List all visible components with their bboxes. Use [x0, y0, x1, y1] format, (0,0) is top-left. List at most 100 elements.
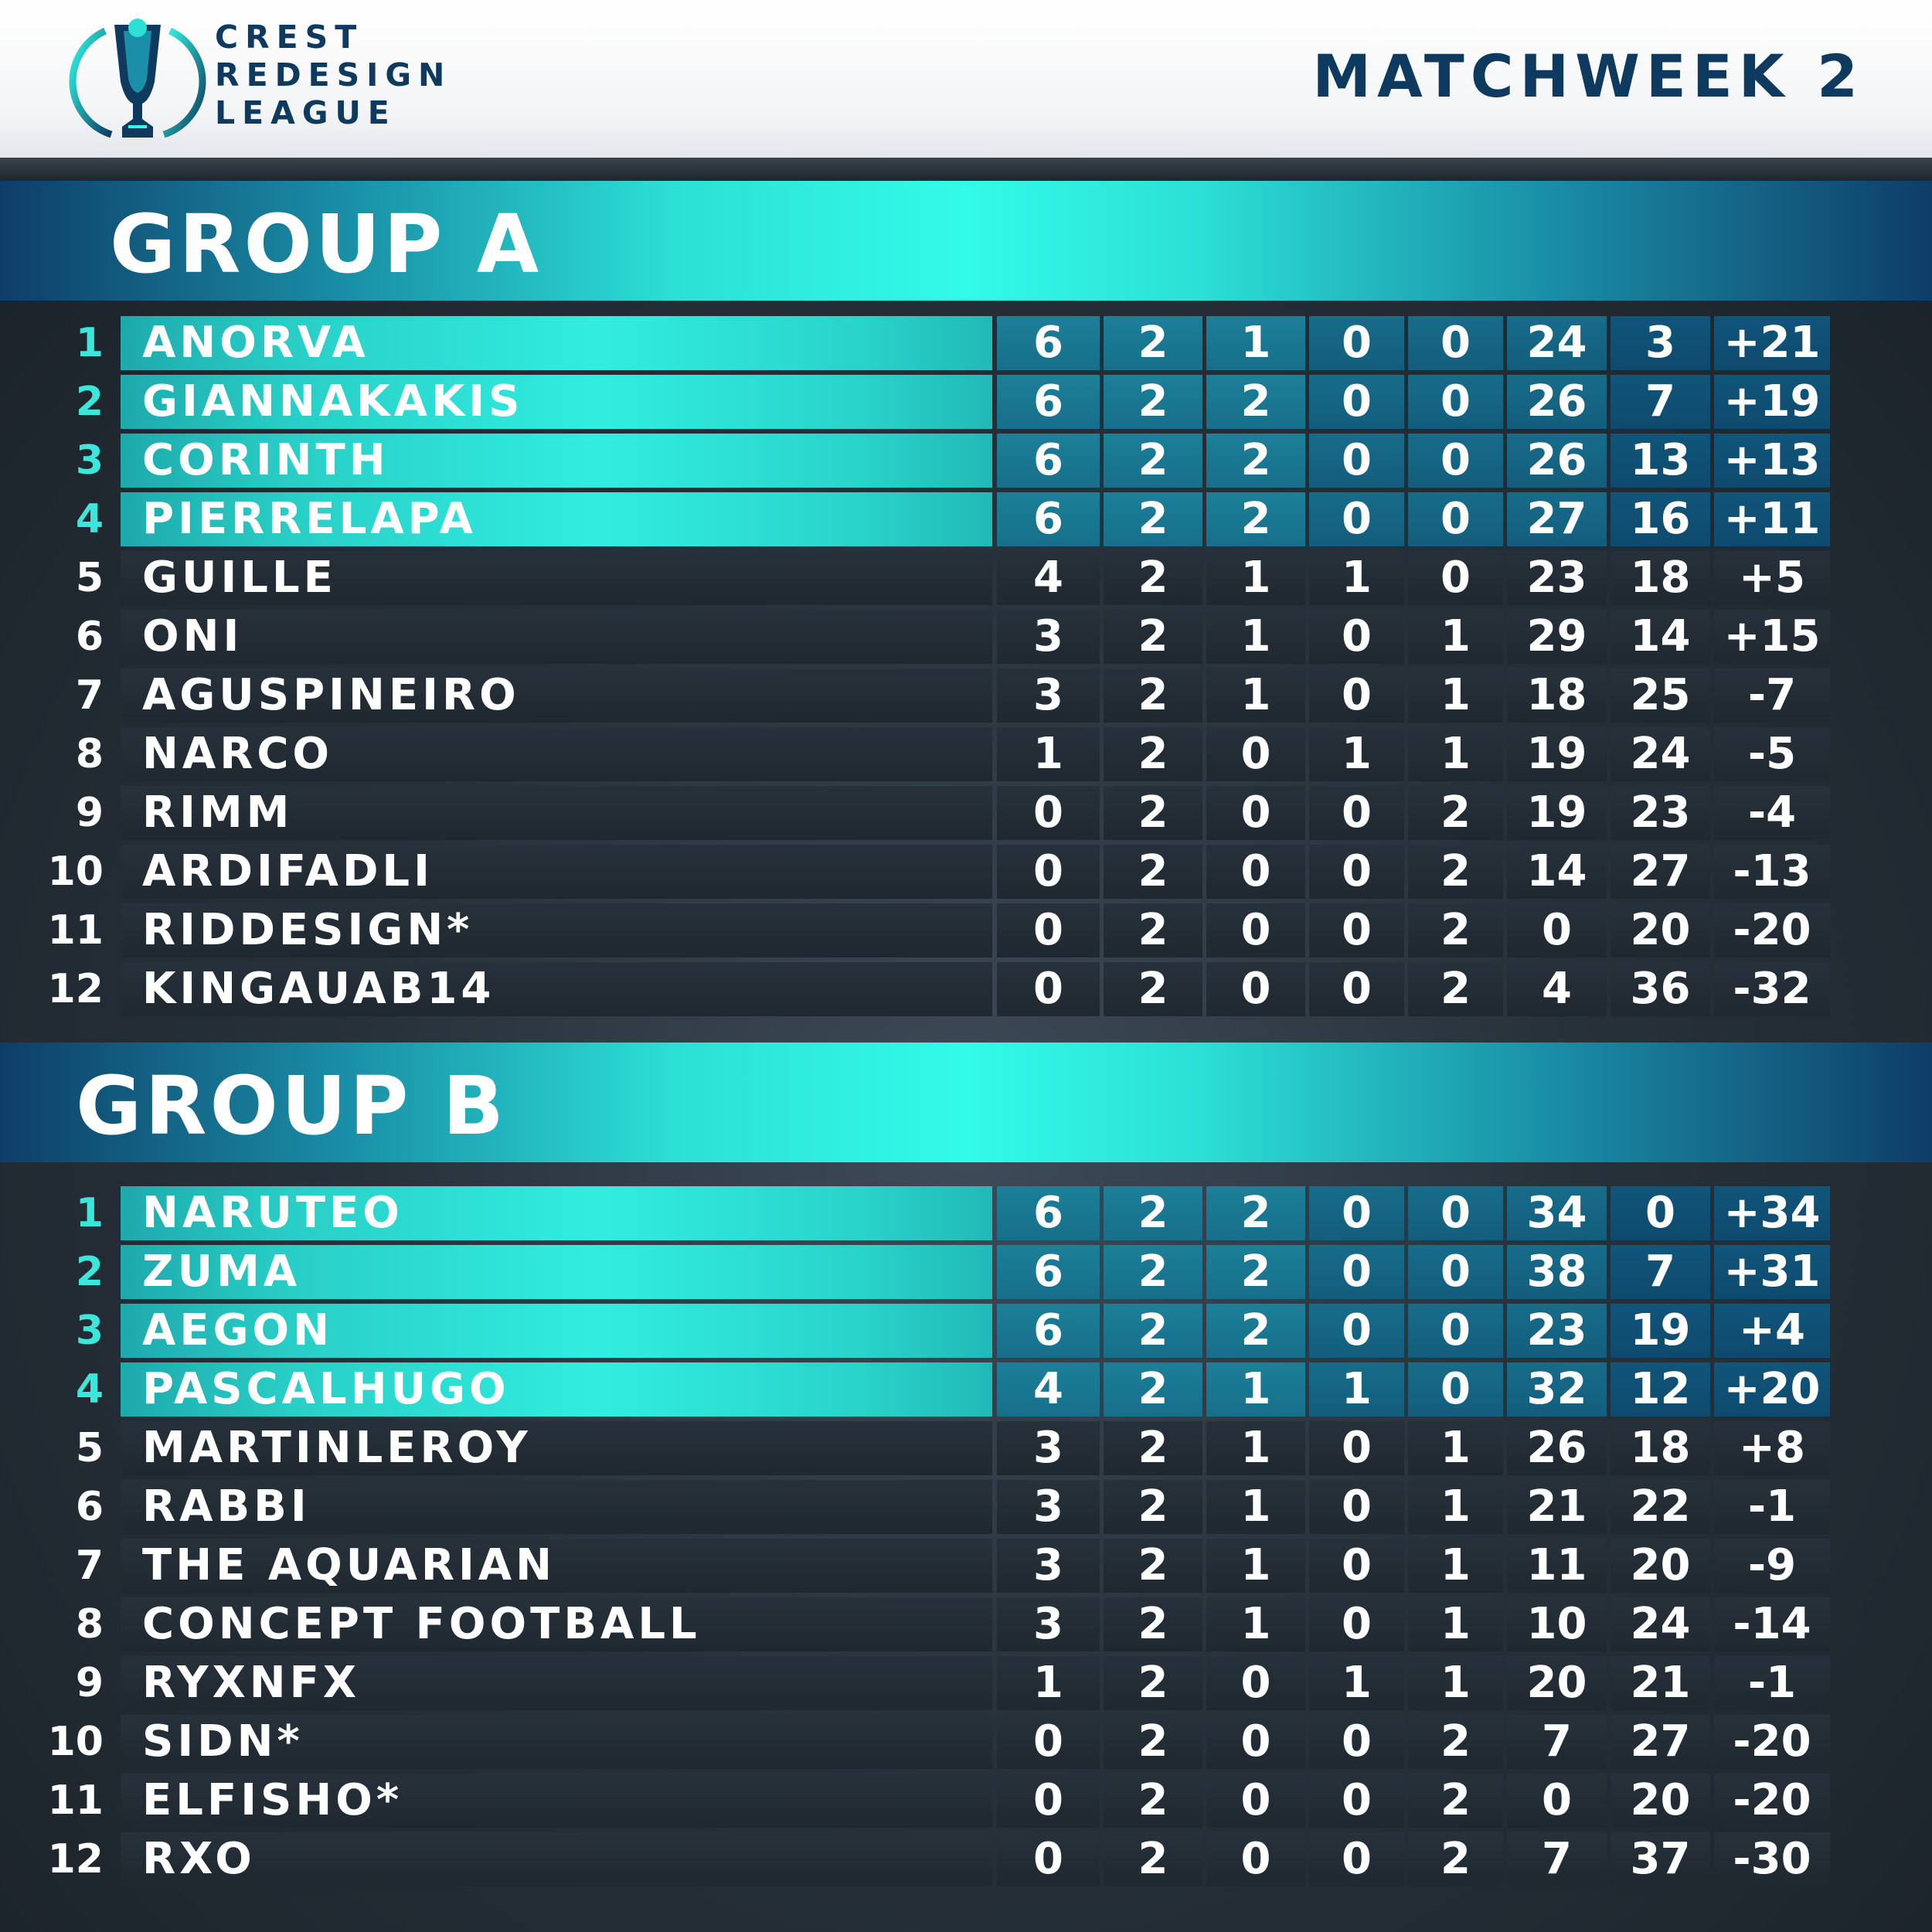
played-cell: 2: [1104, 316, 1202, 370]
logo-line: LEAGUE: [215, 94, 396, 131]
team-name-cell: CORINTH: [121, 434, 992, 488]
goal-difference-cell: -14: [1714, 1597, 1830, 1651]
won-cell: 1: [1206, 1480, 1305, 1534]
table-row: 11 RIDDESIGN* 0 2 0 0 2 0 20 -20: [0, 903, 1932, 958]
team-name-cell: THE AQUARIAN: [121, 1539, 992, 1593]
won-cell: 1: [1206, 1362, 1305, 1417]
drawn-cell: 0: [1309, 786, 1404, 840]
goals-for-cell: 14: [1507, 845, 1607, 899]
goals-for-cell: 38: [1507, 1245, 1607, 1299]
team-name-cell: PASCALHUGO: [121, 1362, 992, 1417]
points-cell: 0: [997, 962, 1100, 1016]
position-number: 5: [75, 1425, 104, 1471]
points-cell: 4: [997, 551, 1100, 605]
goals-against-cell: 24: [1611, 1597, 1710, 1651]
drawn-cell: 0: [1309, 1597, 1404, 1651]
lost-cell: 0: [1408, 1362, 1503, 1417]
position-number: 10: [47, 1719, 104, 1765]
table-row: 11 ELFISHO* 0 2 0 0 2 0 20 -20: [0, 1773, 1932, 1828]
goal-difference-cell: -9: [1714, 1539, 1830, 1593]
won-cell: 0: [1206, 845, 1305, 899]
team-name-cell: ELFISHO*: [121, 1774, 992, 1828]
goal-difference-cell: +8: [1714, 1421, 1830, 1475]
drawn-cell: 1: [1309, 1656, 1404, 1710]
won-cell: 1: [1206, 1539, 1305, 1593]
goals-against-cell: 0: [1611, 1186, 1710, 1240]
team-name-cell: ANORVA: [121, 316, 992, 370]
team-name: SIDN*: [142, 1716, 304, 1767]
table-row: 10 ARDIFADLI 0 2 0 0 2 14 27 -13: [0, 844, 1932, 900]
points-cell: 0: [997, 1774, 1100, 1828]
goal-difference-cell: -1: [1714, 1480, 1830, 1534]
won-cell: 0: [1206, 962, 1305, 1016]
lost-cell: 0: [1408, 1186, 1503, 1240]
won-cell: 0: [1206, 786, 1305, 840]
points-cell: 3: [997, 1480, 1100, 1534]
position-number: 7: [75, 672, 104, 719]
won-cell: 2: [1206, 1304, 1305, 1358]
lost-cell: 0: [1408, 1304, 1503, 1358]
lost-cell: 2: [1408, 845, 1503, 899]
lost-cell: 2: [1408, 786, 1503, 840]
goals-for-cell: 0: [1507, 1774, 1607, 1828]
team-name-cell: NARUTEO: [121, 1186, 992, 1240]
goals-against-cell: 3: [1611, 316, 1710, 370]
played-cell: 2: [1104, 1656, 1202, 1710]
table-row: 5 MARTINLEROY 3 2 1 0 1 26 18 +8: [0, 1420, 1932, 1476]
goal-difference-cell: -4: [1714, 786, 1830, 840]
team-name-cell: ONI: [121, 610, 992, 664]
goals-against-cell: 20: [1611, 1774, 1710, 1828]
team-name: KINGAUAB14: [142, 964, 495, 1014]
lost-cell: 0: [1408, 316, 1503, 370]
won-cell: 1: [1206, 316, 1305, 370]
goals-for-cell: 23: [1507, 551, 1607, 605]
team-name-cell: ARDIFADLI: [121, 845, 992, 899]
played-cell: 2: [1104, 962, 1202, 1016]
points-cell: 6: [997, 316, 1100, 370]
position-number: 9: [75, 1660, 104, 1706]
lost-cell: 2: [1408, 1715, 1503, 1769]
goals-for-cell: 27: [1507, 492, 1607, 546]
lost-cell: 1: [1408, 1597, 1503, 1651]
won-cell: 0: [1206, 1832, 1305, 1886]
team-name: ELFISHO*: [142, 1775, 403, 1825]
team-name-cell: NARCO: [121, 727, 992, 781]
played-cell: 2: [1104, 1304, 1202, 1358]
position-number: 3: [75, 437, 104, 484]
position-number: 7: [75, 1543, 104, 1589]
team-name-cell: GUILLE: [121, 551, 992, 605]
goals-against-cell: 23: [1611, 786, 1710, 840]
position-number: 6: [75, 614, 104, 660]
team-name: PASCALHUGO: [142, 1364, 510, 1414]
goal-difference-cell: +15: [1714, 610, 1830, 664]
team-name-cell: AEGON: [121, 1304, 992, 1358]
won-cell: 0: [1206, 727, 1305, 781]
played-cell: 2: [1104, 610, 1202, 664]
points-cell: 3: [997, 1421, 1100, 1475]
points-cell: 6: [997, 1186, 1100, 1240]
goals-against-cell: 14: [1611, 610, 1710, 664]
group-b-title: GROUP B: [76, 1059, 508, 1153]
team-name-cell: RYXNFX: [121, 1656, 992, 1710]
played-cell: 2: [1104, 1774, 1202, 1828]
table-row: 1 NARUTEO 6 2 2 0 0 34 0 +34: [0, 1185, 1932, 1241]
position-number: 4: [75, 1366, 104, 1413]
table-row: 3 AEGON 6 2 2 0 0 23 19 +4: [0, 1303, 1932, 1359]
won-cell: 1: [1206, 668, 1305, 723]
table-row: 8 CONCEPT FOOTBALL 3 2 1 0 1 10 24 -14: [0, 1597, 1932, 1652]
points-cell: 3: [997, 668, 1100, 723]
goals-for-cell: 18: [1507, 668, 1607, 723]
goals-against-cell: 27: [1611, 845, 1710, 899]
points-cell: 4: [997, 1362, 1100, 1417]
team-name-cell: RIMM: [121, 786, 992, 840]
team-name: NARCO: [142, 729, 334, 779]
goal-difference-cell: +5: [1714, 551, 1830, 605]
drawn-cell: 0: [1309, 1832, 1404, 1886]
team-name: CORINTH: [142, 435, 389, 485]
goals-for-cell: 21: [1507, 1480, 1607, 1534]
won-cell: 0: [1206, 1715, 1305, 1769]
goal-difference-cell: +4: [1714, 1304, 1830, 1358]
goals-against-cell: 7: [1611, 1245, 1710, 1299]
position-number: 12: [47, 1836, 104, 1883]
position-number: 8: [75, 731, 104, 777]
